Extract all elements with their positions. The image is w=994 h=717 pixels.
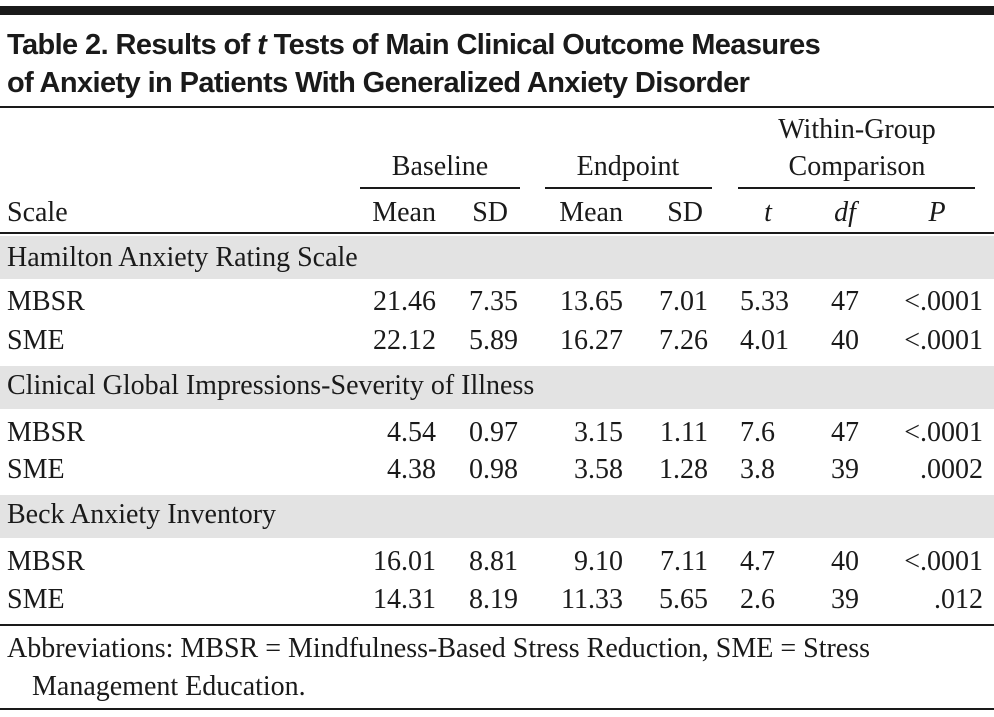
cell: 21.46	[373, 286, 436, 317]
cell: 3.8	[740, 454, 775, 485]
column-header: Mean	[372, 197, 436, 228]
cell: 4.38	[387, 454, 436, 485]
row-label: SME	[7, 454, 65, 485]
cell: 16.01	[373, 546, 436, 577]
column-header: Mean	[559, 197, 623, 228]
cell: <.0001	[904, 325, 983, 356]
cell: 47	[831, 286, 859, 317]
group-header: Within-Group	[778, 114, 936, 145]
cell: 2.6	[740, 584, 775, 615]
section-label: Clinical Global Impressions-Severity of …	[7, 370, 535, 401]
cell: <.0001	[904, 286, 983, 317]
group-header: Endpoint	[576, 151, 680, 182]
cell: 1.28	[659, 454, 708, 485]
cell: 40	[831, 546, 859, 577]
row-label: MBSR	[7, 546, 85, 577]
cell: 39	[831, 584, 859, 615]
footnote: Abbreviations: MBSR = Mindfulness-Based …	[7, 633, 871, 702]
cell: 4.01	[740, 325, 789, 356]
cell: 4.7	[740, 546, 775, 577]
group-header: Baseline	[391, 151, 489, 182]
rule	[0, 106, 994, 108]
rule	[0, 708, 994, 710]
cell: 7.01	[659, 286, 708, 317]
group-rule	[738, 187, 975, 189]
title-text: Tests of Main Clinical Outcome Measures	[266, 29, 821, 61]
cell: 5.65	[659, 584, 708, 615]
section-band	[0, 236, 994, 279]
row-label: MBSR	[7, 417, 85, 448]
title-line: Table 2. Results of t Tests of Main Clin…	[7, 26, 821, 64]
cell: 16.27	[560, 325, 623, 356]
cell: 8.19	[469, 584, 518, 615]
cell: .012	[934, 584, 983, 615]
cell: 0.97	[469, 417, 518, 448]
title-italic: t	[257, 29, 267, 61]
cell: 13.65	[560, 286, 623, 317]
column-header: SD	[472, 197, 508, 228]
cell: 1.11	[660, 417, 708, 448]
cell: 47	[831, 417, 859, 448]
cell: 5.89	[469, 325, 518, 356]
rule	[0, 232, 994, 234]
column-header: P	[928, 197, 946, 228]
cell: 5.33	[740, 286, 789, 317]
column-header: SD	[667, 197, 703, 228]
cell: 7.11	[660, 546, 708, 577]
cell: <.0001	[904, 546, 983, 577]
section-label: Hamilton Anxiety Rating Scale	[7, 242, 358, 273]
group-header: Comparison	[788, 151, 926, 182]
section-band	[0, 495, 994, 538]
cell: 7.26	[659, 325, 708, 356]
cell: 7.6	[740, 417, 775, 448]
row-label: MBSR	[7, 286, 85, 317]
group-rule	[360, 187, 520, 189]
rule	[0, 624, 994, 626]
cell: 3.15	[574, 417, 623, 448]
cell: 40	[831, 325, 859, 356]
title-line: of Anxiety in Patients With Generalized …	[7, 67, 750, 99]
cell: 7.35	[469, 286, 518, 317]
cell: 8.81	[469, 546, 518, 577]
cell: 11.33	[561, 584, 623, 615]
row-label: SME	[7, 584, 65, 615]
cell: 4.54	[387, 417, 436, 448]
top-bar	[0, 6, 994, 15]
column-header: df	[834, 197, 856, 228]
cell: 9.10	[574, 546, 623, 577]
cell: 22.12	[373, 325, 436, 356]
group-rule	[545, 187, 712, 189]
column-header: Scale	[7, 197, 68, 228]
section-band	[0, 366, 994, 409]
title-text: Table 2. Results of	[7, 29, 258, 61]
cell: 14.31	[373, 584, 436, 615]
cell: 0.98	[469, 454, 518, 485]
cell: 3.58	[574, 454, 623, 485]
section-label: Beck Anxiety Inventory	[7, 499, 277, 530]
row-label: SME	[7, 325, 65, 356]
column-header: t	[764, 197, 772, 228]
cell: .0002	[920, 454, 983, 485]
cell: <.0001	[904, 417, 983, 448]
cell: 39	[831, 454, 859, 485]
